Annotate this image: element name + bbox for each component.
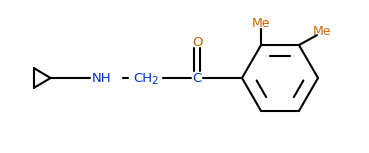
- Text: CH: CH: [134, 71, 152, 84]
- Text: Me: Me: [313, 25, 331, 38]
- Text: 2: 2: [152, 76, 158, 86]
- Text: O: O: [192, 35, 202, 49]
- Text: Me: Me: [252, 17, 270, 30]
- Text: C: C: [192, 71, 201, 84]
- Text: NH: NH: [92, 71, 112, 84]
